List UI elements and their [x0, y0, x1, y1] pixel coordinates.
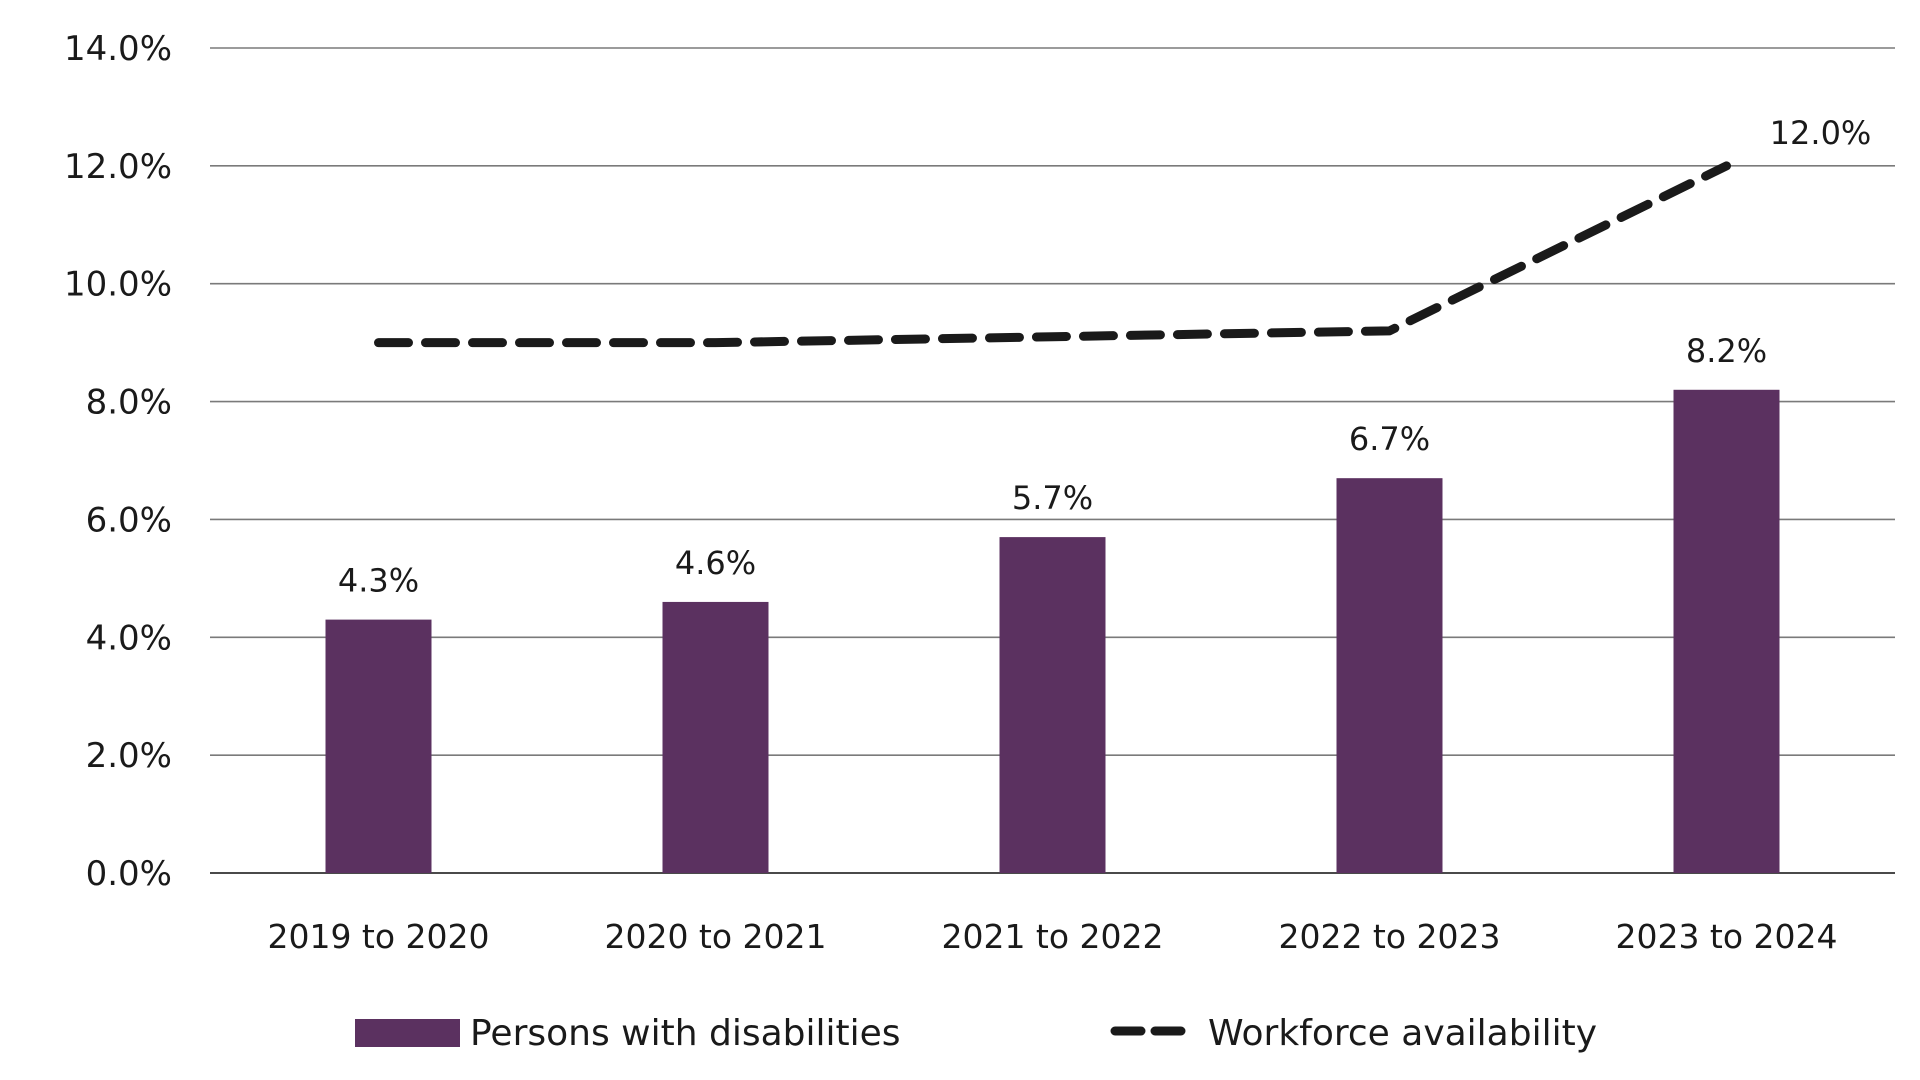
bar-data-label: 4.6%: [675, 544, 756, 582]
x-axis-category-labels: 2019 to 2020 2020 to 2021 2021 to 2022 2022…: [267, 917, 1837, 956]
line-data-labels: 12.0%: [1770, 114, 1872, 152]
y-tick-label: 0.0%: [86, 854, 172, 894]
bar-data-label: 5.7%: [1012, 479, 1093, 517]
legend-label: Persons with disabilities: [470, 1013, 901, 1054]
legend-item-workforce-availability: Workforce availability: [1110, 1013, 1597, 1054]
legend-item-persons-with-disabilities: Persons with disabilities: [355, 1013, 901, 1054]
bar-data-label: 4.3%: [338, 562, 419, 600]
x-category-label: 2019 to 2020: [267, 917, 489, 956]
workforce-availability-line: [374, 161, 1731, 348]
y-tick-label: 8.0%: [86, 383, 172, 423]
legend: Persons with disabilities Workforce avail…: [355, 1013, 1597, 1054]
y-tick-label: 10.0%: [64, 265, 172, 305]
x-category-label: 2021 to 2022: [941, 917, 1163, 956]
bar: [999, 537, 1106, 873]
x-category-label: 2020 to 2021: [604, 917, 826, 956]
bar-data-label: 8.2%: [1686, 332, 1767, 370]
y-tick-label: 12.0%: [64, 147, 172, 187]
bar: [662, 601, 769, 873]
legend-label: Workforce availability: [1208, 1013, 1597, 1054]
gridlines: [210, 47, 1895, 874]
line-series-workforce-availability: [374, 161, 1731, 348]
y-tick-label: 4.0%: [86, 618, 172, 658]
y-tick-label: 14.0%: [64, 29, 172, 69]
x-category-label: 2022 to 2023: [1278, 917, 1500, 956]
bar-series-persons-with-disabilities: [325, 389, 1780, 873]
y-tick-label: 6.0%: [86, 500, 172, 540]
bar-data-label: 6.7%: [1349, 420, 1430, 458]
bar-data-labels: 4.3% 4.6% 5.7% 6.7% 8.2%: [338, 332, 1767, 600]
line-data-label: 12.0%: [1770, 114, 1872, 152]
bar: [1673, 389, 1780, 873]
y-axis-tick-labels: 0.0% 2.0% 4.0% 6.0% 8.0% 10.0% 12.0% 14.0%: [64, 29, 172, 894]
x-category-label: 2023 to 2024: [1615, 917, 1837, 956]
bar: [325, 619, 432, 873]
y-tick-label: 2.0%: [86, 736, 172, 776]
bar: [1336, 478, 1443, 873]
legend-swatch-bar: [355, 1019, 460, 1047]
